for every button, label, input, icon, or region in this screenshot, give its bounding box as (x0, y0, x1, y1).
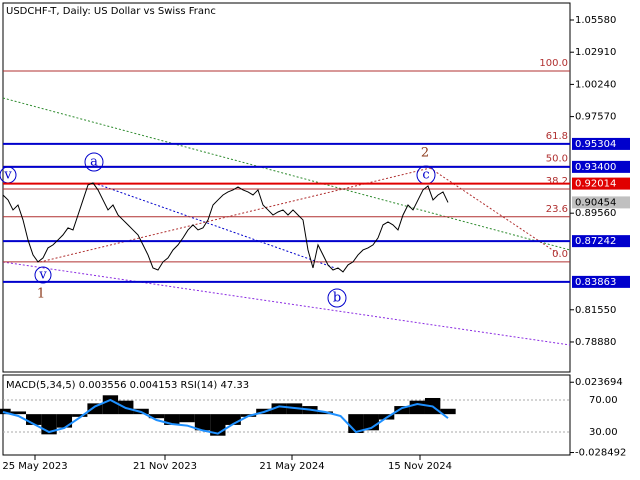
macd-bar (409, 400, 425, 415)
indicator-title: MACD(5,34,5) 0.003556 0.004153 RSI(14) 4… (6, 380, 249, 391)
macd-bar (148, 414, 165, 419)
x-tick-label: 21 May 2024 (259, 461, 324, 472)
indicator-frame (2, 374, 571, 456)
y2-tick-label: 30.00 (589, 427, 618, 438)
level-label: 0.90454 (575, 197, 616, 208)
rsi-line (2, 398, 449, 435)
fib-label: 61.8 (546, 131, 568, 142)
macd-bar (102, 395, 119, 415)
y-tick-label: 1.05580 (575, 15, 616, 26)
macd-bar (164, 414, 180, 425)
macd-bar (271, 403, 287, 415)
wave-label: 1 (37, 287, 45, 302)
wave-label: v (38, 268, 47, 283)
y-tick-label: 0.89560 (575, 208, 616, 219)
macd-bar (179, 414, 195, 423)
level-label: 0.92014 (575, 179, 616, 190)
x-tick-label: 25 May 2023 (2, 461, 67, 472)
wave-label: b (333, 291, 341, 306)
macd-bar (56, 414, 73, 428)
level-box (572, 235, 630, 248)
macd-bar (394, 406, 410, 415)
wave-label: a (90, 155, 98, 170)
main-frame (2, 2, 571, 373)
macd-bar (87, 403, 103, 415)
macd-bar (225, 414, 241, 425)
wave-label: c (422, 168, 429, 183)
y-tick-label: 1.02910 (575, 47, 616, 58)
y-tick-label: 0.97570 (575, 112, 616, 123)
level-label: 0.95304 (575, 139, 616, 150)
macd-bar (72, 414, 88, 417)
wave-labels: v a 1 v b c 2 (0, 146, 436, 308)
wave-circle (327, 288, 347, 308)
trendline (2, 261, 571, 346)
chart-title: USDCHF-T, Daily: US Dollar vs Swiss Fran… (6, 6, 216, 17)
y2-tick-label: 70.00 (589, 395, 618, 406)
level-box (572, 160, 630, 173)
y-tick-label: 0.78880 (575, 337, 616, 348)
price-line (2, 182, 449, 273)
macd-bar (10, 411, 27, 415)
level-label: 0.87242 (575, 236, 616, 247)
fib-label: 0.0 (552, 249, 568, 260)
fib-label: 38.2 (546, 176, 568, 187)
trendlines (2, 97, 571, 346)
trendline (39, 167, 431, 263)
level-label: 0.83863 (575, 277, 616, 288)
x-tick-label: 21 Nov 2023 (133, 461, 197, 472)
y-tick-label: 1.00240 (575, 79, 616, 90)
trendline (93, 182, 336, 269)
level-box (572, 137, 630, 150)
x-tick-label: 15 Nov 2024 (388, 461, 452, 472)
fib-label: 50.0 (546, 153, 568, 164)
level-label: 0.93400 (575, 162, 616, 173)
macd-bar (26, 414, 42, 425)
macd-bar (440, 408, 456, 415)
wave-circle (34, 266, 52, 284)
wave-label: 2 (421, 146, 429, 161)
level-box (572, 275, 630, 288)
level-box (572, 177, 630, 190)
y-tick-label: 0.81550 (575, 305, 616, 316)
wave-label: v (3, 168, 12, 183)
fib-label: 23.6 (546, 204, 568, 215)
y-tick-label: 0.023694 (575, 377, 623, 388)
macd-bar (194, 414, 211, 431)
macd-bar (0, 408, 11, 415)
trendline (2, 97, 571, 251)
y-tick-label: -0.028492 (575, 448, 626, 459)
wave-circle (84, 152, 104, 172)
level-box (572, 196, 630, 209)
fib-label: 100.0 (539, 58, 568, 69)
